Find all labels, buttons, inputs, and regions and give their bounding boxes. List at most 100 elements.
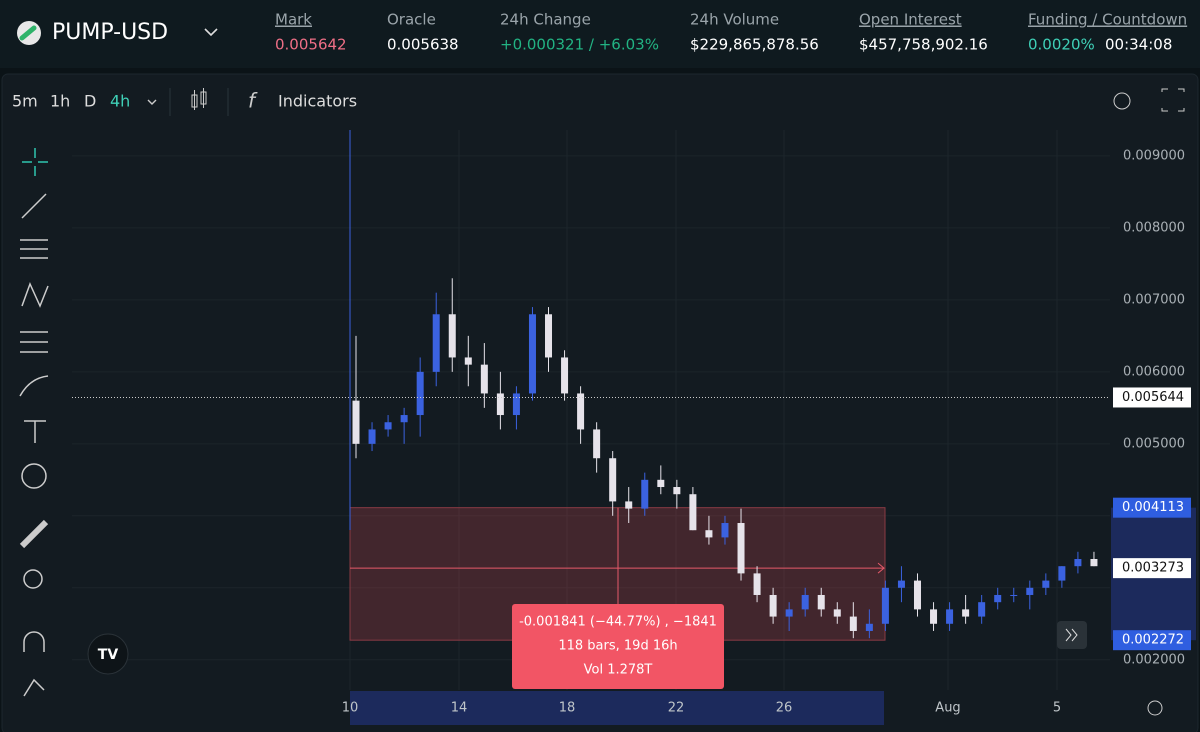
symbol-chevron[interactable]	[204, 28, 218, 37]
stat-value: $457,758,902.16	[859, 36, 988, 54]
measure-text: 118 bars, 19d 16h	[558, 639, 677, 654]
candle-body	[817, 594, 825, 610]
interval-button[interactable]: 1h	[50, 92, 70, 111]
price-tag: 0.005644	[1122, 390, 1184, 405]
toolbar: f Indicators 5m 1h D 4h	[12, 88, 1185, 116]
candle-body	[721, 523, 729, 538]
price-tag: 0.002272	[1122, 633, 1184, 648]
brush-tool[interactable]	[19, 375, 49, 397]
candle-body	[1074, 558, 1082, 567]
y-tick-label: 0.008000	[1123, 220, 1185, 235]
trendline-tool[interactable]	[21, 193, 47, 219]
candle-body	[512, 393, 520, 416]
projection-tool[interactable]	[20, 331, 48, 353]
candle-body	[946, 609, 954, 624]
candle-body	[1058, 566, 1066, 581]
candle-body	[625, 501, 633, 509]
candle-body	[801, 594, 809, 610]
fullscreen-icon[interactable]	[1161, 88, 1185, 112]
indicators-button[interactable]: Indicators	[278, 92, 357, 111]
interval-button[interactable]: D	[84, 92, 96, 111]
y-tick-label: 0.007000	[1123, 292, 1185, 307]
candle-body	[577, 393, 585, 430]
stats: Mark 0.005642 Oracle 0.005638 24h Change +0.0…	[275, 11, 1187, 54]
logo-pill	[19, 25, 37, 41]
candle-body	[689, 494, 697, 531]
candle-body	[865, 623, 873, 631]
price-tag: 0.004113	[1122, 500, 1184, 515]
chart: 0.0020000.0030000.0040000.0050000.006000…	[72, 130, 1196, 725]
pattern-tool[interactable]	[21, 282, 49, 308]
candle-body	[480, 364, 488, 394]
fib-tool[interactable]	[20, 239, 48, 259]
measure-text: -0.001841 (−44.77%) , −1841	[519, 615, 717, 630]
stat-label: Open Interest	[859, 11, 962, 29]
candle-body	[641, 479, 649, 509]
y-tick-label: 0.006000	[1123, 364, 1185, 379]
fx-icon[interactable]: f	[248, 89, 258, 113]
candle-body	[881, 587, 889, 624]
y-tick-label: 0.009000	[1123, 148, 1185, 163]
candle-body	[400, 415, 408, 423]
stat-value: +0.000321 / +6.03%	[500, 36, 659, 54]
interval-button[interactable]: 4h	[110, 92, 130, 111]
candle-type-icon[interactable]	[191, 88, 207, 110]
x-tick-label: 5	[1053, 701, 1061, 716]
tv-logo	[87, 633, 129, 675]
stat-value: 0.005638	[387, 36, 459, 54]
x-tick-label: 14	[451, 701, 468, 716]
candle-body	[913, 580, 921, 610]
candle-body	[464, 357, 472, 365]
x-tick-label: 26	[776, 701, 793, 716]
candle-body	[528, 314, 536, 394]
alert-icon[interactable]	[1113, 92, 1131, 110]
candle-body	[432, 314, 440, 372]
candle-body	[496, 393, 504, 416]
crosshair-tool[interactable]	[22, 148, 48, 176]
candle-body	[705, 530, 713, 538]
candle-body	[593, 429, 601, 459]
stat-value: 0.005642	[275, 36, 347, 54]
y-tick-label: 0.005000	[1123, 436, 1185, 451]
candle-body	[930, 609, 938, 624]
candle-body	[657, 479, 665, 488]
candle-body	[368, 429, 376, 444]
candle-body	[994, 594, 1002, 603]
x-tick-label: 22	[668, 701, 685, 716]
x-tick-label: 18	[559, 701, 576, 716]
interval-chevron[interactable]	[147, 99, 157, 105]
zoom-tool[interactable]	[23, 569, 43, 589]
settings-icon[interactable]	[1147, 700, 1163, 716]
measure-tooltip	[512, 604, 724, 689]
candle-body	[833, 609, 841, 617]
ruler-tool[interactable]	[19, 519, 49, 549]
price-tag-bg	[1113, 387, 1191, 408]
candle-body	[609, 458, 617, 502]
candle-body	[448, 314, 456, 358]
candle-body	[737, 523, 745, 574]
magnet-tool[interactable]	[23, 631, 45, 652]
candle-body	[785, 609, 793, 617]
candle-body	[545, 314, 553, 358]
price-tag: 0.003273	[1122, 561, 1184, 576]
price-tag-bg	[1113, 497, 1191, 518]
emoji-tool[interactable]	[21, 463, 47, 489]
x-range-highlight	[350, 691, 884, 725]
scroll-icon[interactable]	[1065, 628, 1078, 642]
candle-body	[753, 573, 761, 595]
candle-body	[673, 487, 681, 495]
text-tool[interactable]	[24, 420, 46, 443]
candle-body	[561, 357, 569, 394]
lock-tool[interactable]	[23, 678, 45, 697]
symbol[interactable]: PUMP-USD	[52, 20, 168, 45]
stat-value: 0.0020%	[1028, 36, 1095, 54]
candle-body	[416, 371, 424, 416]
x-tick-label: Aug	[935, 701, 960, 716]
interval-button[interactable]: 5m	[12, 92, 38, 111]
tv-logo-mark: TV	[98, 647, 119, 663]
stat-label: Mark	[275, 11, 312, 29]
stat-extra: 00:34:08	[1105, 36, 1172, 54]
chart-panel	[1, 73, 1199, 732]
scroll-button[interactable]	[1057, 621, 1087, 649]
